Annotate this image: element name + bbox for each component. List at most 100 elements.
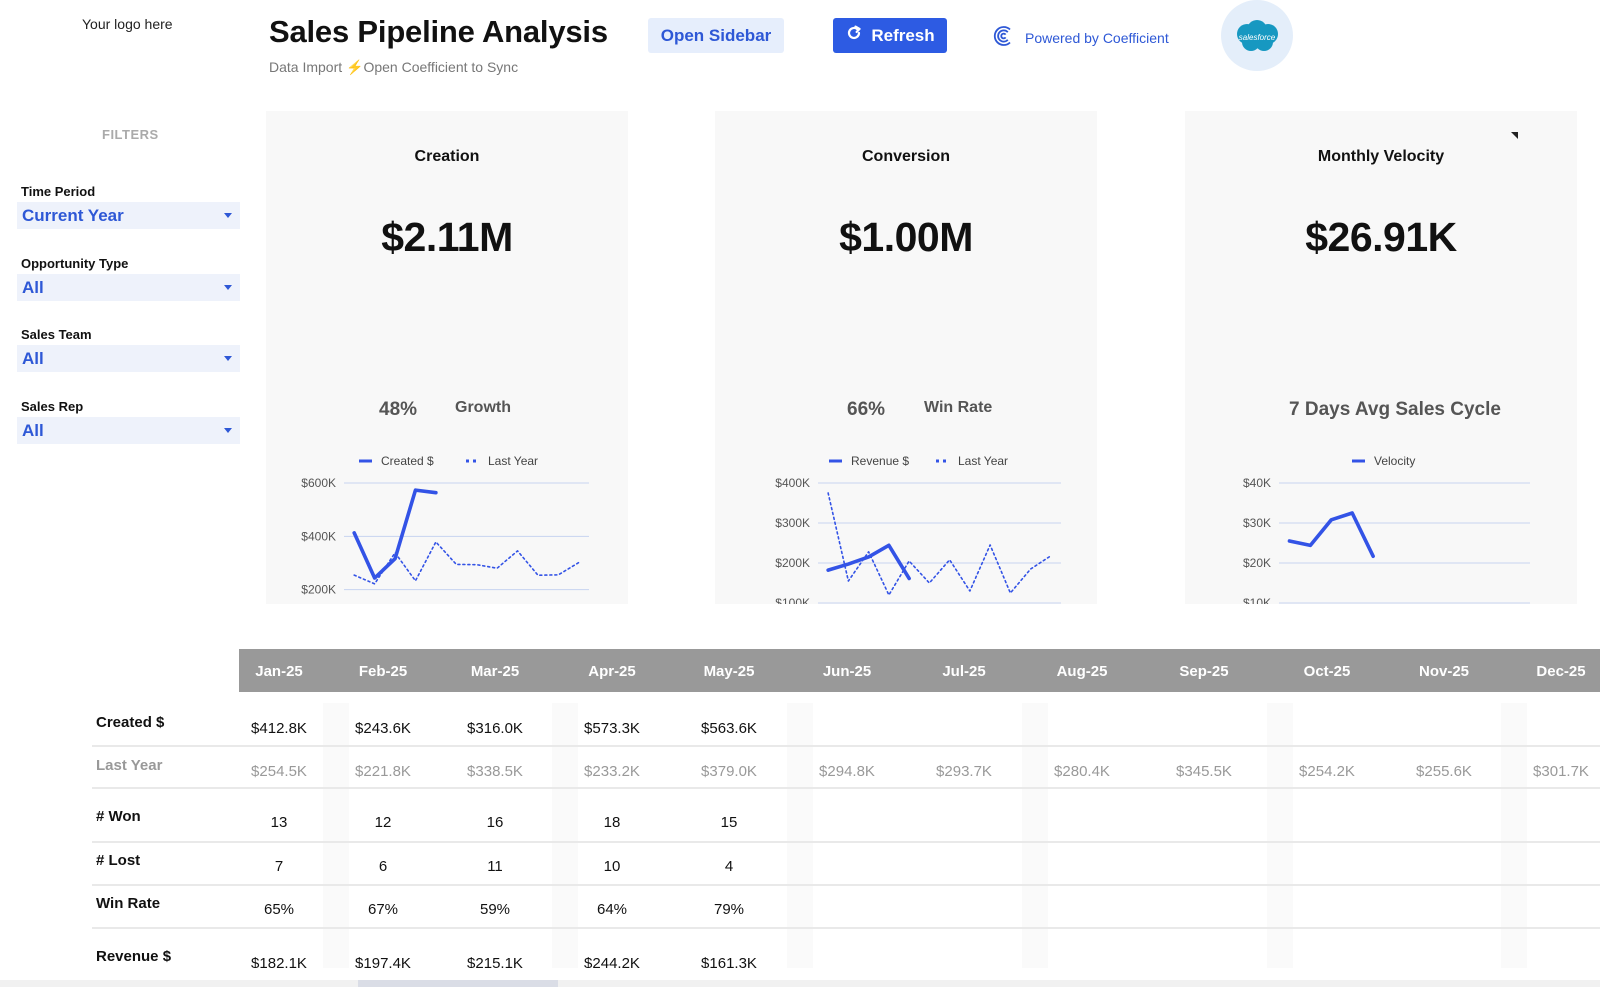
table-cell: 15 <box>720 814 738 831</box>
filters-heading: FILTERS <box>102 127 159 142</box>
column-stripe <box>552 703 578 968</box>
sales-rep-value: All <box>22 421 44 440</box>
logo-placeholder: Your logo here <box>82 16 173 32</box>
table-cell: $345.5K <box>1176 763 1232 780</box>
chevron-down-icon <box>224 285 232 290</box>
conversion-win-rate-value: 66% <box>847 399 886 420</box>
time-period-select[interactable]: Current Year <box>17 202 240 229</box>
sales-team-select[interactable]: All <box>17 345 240 372</box>
filter-label-opportunity-type: Opportunity Type <box>21 256 129 271</box>
y-tick-label: $100K <box>775 596 810 604</box>
table-header-cell: Dec-25 <box>1536 663 1586 680</box>
time-period-value: Current Year <box>22 206 124 225</box>
table-cell: $293.7K <box>936 763 992 780</box>
row-label: Revenue $ <box>96 948 172 965</box>
row-label: Created $ <box>96 714 165 731</box>
y-tick-label: $10K <box>1243 596 1271 604</box>
legend-label: Created $ <box>381 454 434 468</box>
velocity-value: $26.91K <box>1305 214 1457 260</box>
table-cell: 16 <box>486 814 504 831</box>
horizontal-scrollbar[interactable] <box>0 980 1600 987</box>
creation-growth-label: Growth <box>455 399 511 416</box>
scrollbar-thumb[interactable] <box>358 980 558 987</box>
row-divider <box>92 787 1600 789</box>
table-cell: 4 <box>724 858 734 875</box>
column-stripe <box>1267 703 1293 968</box>
opportunity-type-select[interactable]: All <box>17 274 240 301</box>
refresh-label: Refresh <box>871 25 935 45</box>
table-cell: 6 <box>378 858 388 875</box>
y-tick-label: $600K <box>301 476 336 490</box>
y-tick-label: $40K <box>1243 476 1271 490</box>
table-header-cell: Mar-25 <box>470 663 520 680</box>
chevron-down-icon <box>224 213 232 218</box>
table-cell: $254.2K <box>1299 763 1355 780</box>
legend-label: Last Year <box>488 454 538 468</box>
table-header-cell: Jun-25 <box>822 663 872 680</box>
table-cell: $573.3K <box>584 720 640 737</box>
refresh-button[interactable]: Refresh <box>833 18 947 53</box>
filter-label-sales-rep: Sales Rep <box>21 399 84 414</box>
row-label: Win Rate <box>96 895 161 912</box>
corner-marker-icon <box>1511 132 1518 139</box>
y-tick-label: $200K <box>775 556 810 570</box>
legend-label: Last Year <box>958 454 1008 468</box>
subtitle-prefix: Data Import <box>269 59 343 75</box>
table-cell: 59% <box>479 901 511 918</box>
open-sidebar-button[interactable]: Open Sidebar <box>648 18 784 53</box>
table-cell: 11 <box>487 858 503 875</box>
table-cell: 65% <box>263 901 295 918</box>
legend-label: Velocity <box>1374 454 1415 468</box>
y-tick-label: $200K <box>301 583 336 597</box>
row-label: # Lost <box>96 852 141 869</box>
column-stripe <box>787 703 813 968</box>
table-cell: $233.2K <box>584 763 640 780</box>
table-cell: $182.1K <box>251 955 307 972</box>
series-line-last-year <box>827 492 1052 596</box>
table-cell: $244.2K <box>584 955 640 972</box>
table-cell: $221.8K <box>355 763 411 780</box>
table-cell: 64% <box>596 901 628 918</box>
table-cell: $215.1K <box>467 955 523 972</box>
table-cell: $255.6K <box>1416 763 1472 780</box>
table-cell: $563.6K <box>701 720 757 737</box>
sales-rep-select[interactable]: All <box>17 417 240 444</box>
series-line-revenue <box>826 543 911 581</box>
velocity-title: Monthly Velocity <box>1317 148 1445 165</box>
legend-label: Revenue $ <box>851 454 909 468</box>
salesforce-cloud-icon: salesforce <box>1237 19 1278 51</box>
chevron-down-icon <box>224 428 232 433</box>
table-header-cell: Jul-25 <box>942 663 986 680</box>
opportunity-type-value: All <box>22 278 44 297</box>
creation-line-chart: Created $Last Year$200K$400K$600KJan-25F… <box>301 454 589 597</box>
y-tick-label: $400K <box>775 476 810 490</box>
series-line-last-year <box>353 541 580 585</box>
table-header-bar <box>239 649 1600 692</box>
row-divider <box>92 927 1600 929</box>
table-clip-mask <box>0 968 1600 980</box>
salesforce-text: salesforce <box>1239 33 1276 42</box>
chevron-down-icon <box>224 356 232 361</box>
creation-value: $2.11M <box>381 214 513 260</box>
table-header-cell: May-25 <box>703 663 755 680</box>
velocity-card: Monthly Velocity $26.91K 7 Days Avg Sale… <box>1185 111 1577 604</box>
table-cell: 12 <box>374 814 392 831</box>
row-divider <box>92 745 1600 747</box>
filter-label-sales-team: Sales Team <box>21 327 92 342</box>
velocity-line-chart: Velocity$10K$20K$30K$40KJan-25Feb-25Mar-… <box>1243 454 1530 604</box>
table-cell: $379.0K <box>701 763 757 780</box>
table-header-cell: Apr-25 <box>588 663 636 680</box>
row-label: Last Year <box>96 757 163 774</box>
table-cell: 79% <box>713 901 745 918</box>
table-cell: 10 <box>603 858 621 875</box>
conversion-title: Conversion <box>861 148 950 165</box>
table-cell: 67% <box>367 901 399 918</box>
table-header-cell: Nov-25 <box>1418 663 1470 680</box>
column-stripe <box>1501 703 1527 968</box>
table-cell: $412.8K <box>251 720 307 737</box>
table-cell: $254.5K <box>251 763 307 780</box>
conversion-line-chart: Revenue $Last Year$100K$200K$300K$400KJa… <box>775 454 1061 604</box>
lightning-icon: ⚡ <box>346 59 364 75</box>
powered-by-link[interactable]: Powered by Coefficient <box>993 25 1169 50</box>
conversion-card: Conversion $1.00M 66% Win Rate Revenue $… <box>715 111 1097 604</box>
